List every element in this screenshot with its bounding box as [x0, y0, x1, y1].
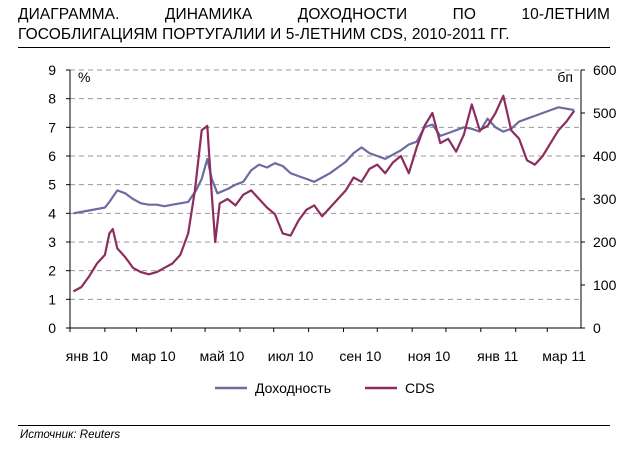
right-axis-unit: бп	[557, 69, 573, 85]
right-tick-label: 200	[593, 234, 617, 250]
legend-cds-label: CDS	[405, 380, 435, 396]
x-tick-label: июл 10	[268, 348, 314, 364]
x-tick-label: мар 10	[131, 348, 176, 364]
left-tick-label: 9	[48, 62, 56, 78]
right-tick-label: 300	[593, 191, 617, 207]
left-tick-label: 5	[48, 177, 56, 193]
right-tick-label: 0	[593, 320, 601, 336]
chart-title-line2: ГОСОБЛИГАЦИЯМ ПОРТУГАЛИИ И 5-ЛЕТНИМ CDS,…	[18, 26, 510, 43]
series-line-cds	[72, 94, 576, 293]
left-tick-label: 8	[48, 91, 56, 107]
left-axis-unit: %	[78, 69, 90, 85]
left-tick-label: 1	[48, 291, 56, 307]
left-tick-label: 0	[48, 320, 56, 336]
left-tick-label: 2	[48, 263, 56, 279]
right-tick-label: 100	[593, 277, 617, 293]
right-tick-label: 400	[593, 148, 617, 164]
right-tick-label: 600	[593, 62, 617, 78]
chart-title: ДИАГРАММА. ДИНАМИКА ДОХОДНОСТИ ПО 10-ЛЕТ…	[18, 5, 610, 45]
left-tick-label: 6	[48, 148, 56, 164]
source-note: Источник: Reuters	[20, 429, 121, 441]
left-tick-label: 4	[48, 205, 56, 221]
x-tick-label: мар 11	[542, 348, 586, 364]
x-tick-label: сен 10	[339, 348, 381, 364]
top-rule	[18, 47, 610, 48]
line-chart: 0 1 2 3 4 5 6 7 8 9 0 100 200 300 400 500 600% бп янв 10 ма…	[48, 62, 617, 396]
x-tick-label: май 10	[200, 348, 245, 364]
x-tick-label: янв 11	[477, 348, 518, 364]
left-tick-label: 3	[48, 234, 56, 250]
bottom-rule	[18, 425, 610, 426]
legend-yield-label: Доходность	[255, 380, 331, 396]
x-tick-label: ноя 10	[408, 348, 451, 364]
x-tick-label: янв 10	[66, 348, 108, 364]
chart-title-line1: ДИАГРАММА. ДИНАМИКА ДОХОДНОСТИ ПО 10-ЛЕТ…	[18, 6, 610, 23]
right-tick-label: 500	[593, 105, 617, 121]
left-tick-label: 7	[48, 119, 56, 135]
series-line-yield	[73, 106, 575, 215]
